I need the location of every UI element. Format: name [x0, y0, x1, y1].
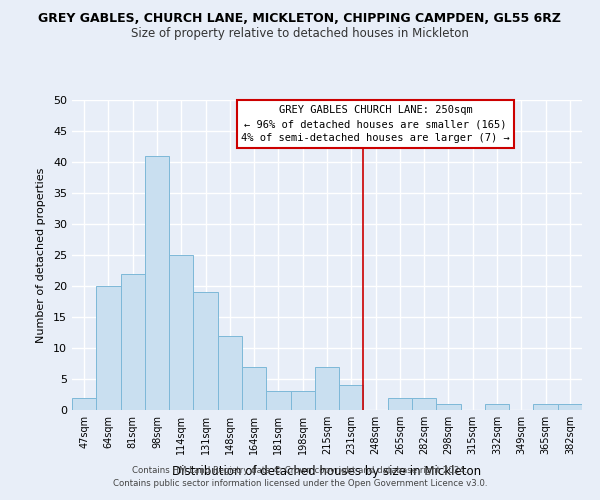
Bar	[266, 392, 290, 410]
Bar	[412, 398, 436, 410]
Bar	[218, 336, 242, 410]
Bar	[436, 404, 461, 410]
Text: GREY GABLES, CHURCH LANE, MICKLETON, CHIPPING CAMPDEN, GL55 6RZ: GREY GABLES, CHURCH LANE, MICKLETON, CHI…	[38, 12, 562, 26]
Bar	[485, 404, 509, 410]
Bar	[242, 366, 266, 410]
Text: GREY GABLES CHURCH LANE: 250sqm
← 96% of detached houses are smaller (165)
4% of: GREY GABLES CHURCH LANE: 250sqm ← 96% of…	[241, 104, 510, 144]
Bar	[533, 404, 558, 410]
Bar	[290, 392, 315, 410]
Bar	[315, 366, 339, 410]
X-axis label: Distribution of detached houses by size in Mickleton: Distribution of detached houses by size …	[172, 466, 482, 478]
Bar	[72, 398, 96, 410]
Bar	[388, 398, 412, 410]
Y-axis label: Number of detached properties: Number of detached properties	[36, 168, 46, 342]
Bar	[169, 255, 193, 410]
Text: Contains HM Land Registry data © Crown copyright and database right 2024.
Contai: Contains HM Land Registry data © Crown c…	[113, 466, 487, 487]
Text: Size of property relative to detached houses in Mickleton: Size of property relative to detached ho…	[131, 28, 469, 40]
Bar	[145, 156, 169, 410]
Bar	[121, 274, 145, 410]
Bar	[193, 292, 218, 410]
Bar	[558, 404, 582, 410]
Bar	[96, 286, 121, 410]
Bar	[339, 385, 364, 410]
